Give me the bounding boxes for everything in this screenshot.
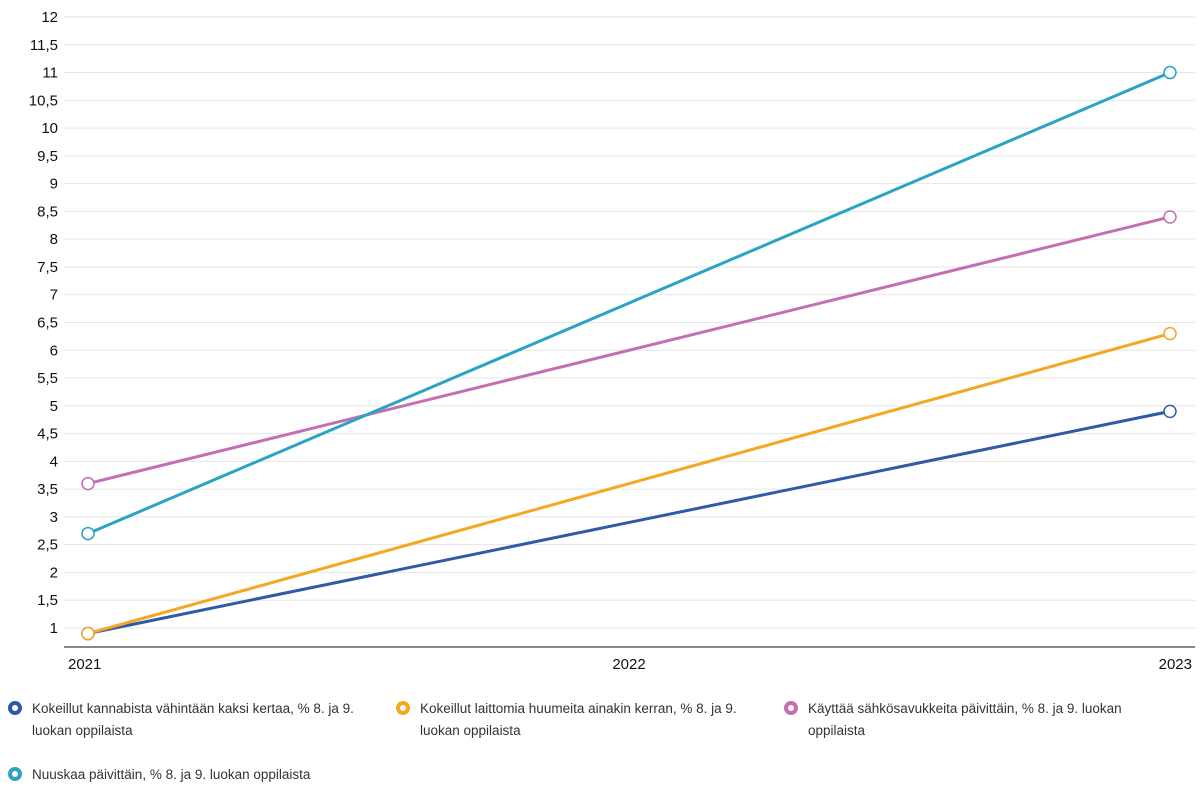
y-tick-label: 9,5 <box>37 148 58 165</box>
legend-label: Kokeillut kannabista vähintään kaksi ker… <box>32 701 354 738</box>
legend-marker-icon <box>8 701 22 715</box>
line-chart: 11,522,533,544,555,566,577,588,599,51010… <box>29 9 1195 673</box>
y-tick-label: 7,5 <box>37 259 58 276</box>
y-tick-label: 10,5 <box>29 92 58 109</box>
series-line <box>87 71 1171 535</box>
legend-item-cannabis[interactable]: Kokeillut kannabista vähintään kaksi ker… <box>8 698 382 742</box>
series-line <box>87 215 1171 486</box>
y-tick-label: 8 <box>50 231 58 248</box>
y-tick-label: 10 <box>41 120 58 137</box>
series-points <box>81 65 1177 641</box>
legend-marker-icon <box>396 701 410 715</box>
data-point <box>81 626 95 641</box>
legend-label: Käyttää sähkösavukkeita päivittäin, % 8.… <box>808 701 1122 738</box>
y-tick-label: 3 <box>50 509 58 526</box>
y-tick-label: 4 <box>50 453 58 470</box>
y-tick-label: 4,5 <box>37 426 58 443</box>
y-tick-label: 6,5 <box>37 315 58 332</box>
y-tick-label: 5 <box>50 398 58 415</box>
x-axis-ticks: 2021 2022 2023 <box>68 656 1192 673</box>
y-tick-label: 1,5 <box>37 592 58 609</box>
x-tick-label: 2023 <box>1159 656 1192 673</box>
y-tick-label: 3,5 <box>37 481 58 498</box>
y-tick-label: 2 <box>50 564 58 581</box>
y-tick-label: 12 <box>41 9 58 26</box>
y-tick-label: 1 <box>50 620 58 637</box>
data-point <box>1163 210 1177 224</box>
series-line <box>87 409 1171 636</box>
series-lines <box>87 71 1171 636</box>
data-point <box>1163 326 1177 341</box>
y-tick-label: 7 <box>50 287 58 304</box>
y-tick-label: 9 <box>50 176 58 193</box>
data-point <box>81 526 95 541</box>
x-tick-label: 2021 <box>68 656 101 673</box>
legend-label: Kokeillut laittomia huumeita ainakin ker… <box>420 701 737 738</box>
series-line <box>87 332 1171 636</box>
y-tick-label: 11,5 <box>30 37 58 54</box>
y-tick-label: 8,5 <box>37 203 58 220</box>
y-tick-label: 11 <box>42 65 58 82</box>
legend-item-snus[interactable]: Nuuskaa päivittäin, % 8. ja 9. luokan op… <box>8 764 382 786</box>
legend-marker-icon <box>8 767 22 781</box>
legend-item-drugs[interactable]: Kokeillut laittomia huumeita ainakin ker… <box>396 698 770 742</box>
data-point <box>1163 65 1177 80</box>
grid-lines <box>64 16 1195 629</box>
data-point <box>81 476 95 491</box>
y-axis-ticks: 11,522,533,544,555,566,577,588,599,51010… <box>29 9 58 637</box>
legend-marker-icon <box>784 701 798 715</box>
y-tick-label: 2,5 <box>37 537 58 554</box>
legend-item-ecig[interactable]: Käyttää sähkösavukkeita päivittäin, % 8.… <box>784 698 1158 742</box>
y-tick-label: 6 <box>50 342 58 359</box>
legend-label: Nuuskaa päivittäin, % 8. ja 9. luokan op… <box>32 767 311 782</box>
x-tick-label: 2022 <box>612 656 645 673</box>
data-point <box>1163 404 1177 419</box>
y-tick-label: 5,5 <box>37 370 58 387</box>
